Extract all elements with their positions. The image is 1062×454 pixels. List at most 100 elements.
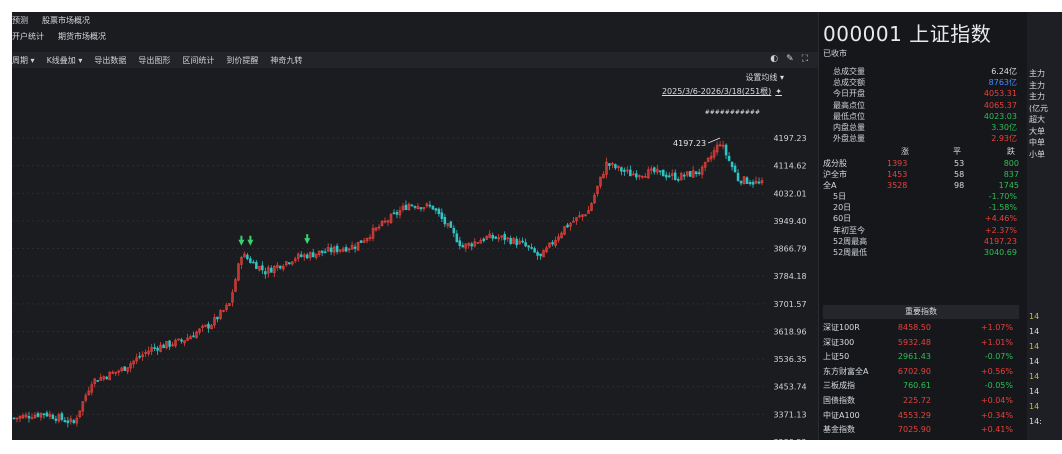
candle-body [78, 410, 82, 418]
trade-time: 14 [1029, 387, 1040, 396]
candle-body [252, 261, 255, 264]
index-row[interactable]: 深证100R 8458.50 +1.07% [823, 321, 1019, 334]
index-row[interactable]: 中证A100 4553.29 +0.34% [823, 409, 1019, 422]
y-axis-label: 4114.62 [773, 162, 806, 171]
trade-time: 14: [1029, 417, 1042, 426]
candle-body [168, 340, 171, 347]
index-row[interactable]: 基金指数 7025.90 +0.41% [823, 423, 1019, 436]
candle-body [431, 205, 435, 210]
high-marker-label: 4197.23 [673, 139, 706, 148]
candle-body [293, 258, 297, 262]
info-circle-icon[interactable]: ◐ [770, 54, 779, 64]
candle-body [464, 243, 468, 249]
candle-body [105, 376, 109, 379]
breadth-up: 1393 [887, 159, 908, 168]
candle-body [539, 253, 542, 257]
capital-flow-label: 大单 [1029, 126, 1045, 136]
candle-body [503, 234, 506, 241]
candle-body [443, 217, 447, 225]
index-row[interactable]: 东方财富全A 6702.90 +0.56% [823, 365, 1019, 378]
candle-body [36, 413, 40, 417]
candle-body [320, 250, 324, 253]
index-change: +1.07% [980, 323, 1013, 332]
candle-body [350, 245, 354, 250]
nav-futures-market-overview[interactable]: 期货市场概况 [58, 32, 106, 41]
candle-body [533, 248, 536, 253]
index-row[interactable]: 国债指数 225.72 +0.04% [823, 394, 1019, 407]
breadth-header: 涨平跌 [823, 146, 1019, 157]
candle-body [389, 214, 393, 223]
candle-body [45, 412, 49, 417]
candle-body [165, 341, 168, 349]
candle-body [479, 240, 483, 244]
stat-row-label: 今日开盘 [833, 89, 865, 99]
index-row[interactable]: 上证50 2961.43 -0.07% [823, 350, 1019, 363]
ma-setting-button[interactable]: 设置均线 ▾ [745, 73, 784, 82]
candle-body [602, 173, 605, 179]
candle-body [368, 237, 372, 239]
indices-header: 重要指数 [823, 305, 1019, 319]
date-range-label[interactable]: 2025/3/6-2026/3/18(251根) ✦ [662, 86, 782, 97]
capital-flow-label: 主力 [1029, 80, 1045, 90]
export-chart-button[interactable]: 导出图形 [138, 55, 171, 65]
return-row-label: 52周最低 [833, 248, 868, 257]
nav-account-stats[interactable]: 开户统计 [12, 32, 44, 41]
candle-body [386, 220, 390, 223]
kline-overlay-dropdown[interactable]: K线叠加 ▾ [46, 55, 83, 65]
candle-body [536, 252, 539, 256]
stat-row: 最低点位 4023.03 [833, 111, 1017, 122]
candle-body [476, 242, 480, 244]
candle-body [204, 324, 207, 327]
candle-body [174, 339, 177, 347]
pin-icon[interactable]: ✦ [775, 87, 782, 96]
candle-body [673, 172, 677, 180]
candle-body [425, 203, 429, 207]
candle-body [656, 168, 659, 173]
candle-body [129, 363, 132, 369]
range-stats-button[interactable]: 区间统计 [182, 55, 215, 65]
stat-row: 总成交额 8763亿 [833, 77, 1017, 88]
stat-row: 总成交量 6.24亿 [833, 66, 1017, 77]
index-price: 7025.90 [897, 425, 931, 435]
candle-body [608, 163, 611, 166]
y-axis-label: 3618.96 [773, 327, 806, 336]
candle-body [599, 176, 602, 187]
candle-body [706, 157, 710, 162]
magic-nine-button[interactable]: 神奇九转 [270, 55, 303, 65]
index-name: 深证300 [823, 337, 855, 347]
candle-body [440, 212, 444, 219]
trade-time: 14 [1029, 342, 1040, 351]
candle-body [60, 413, 64, 420]
nav-stock-market-overview[interactable]: 股票市场概况 [42, 16, 90, 25]
kline-svg[interactable]: 4197.23 4114.62 4032.01 3949.40 3866.79 3784.… [12, 68, 818, 440]
price-alert-button[interactable]: 到价提醒 [226, 55, 259, 65]
breadth-row: 沪全市 1453 58 837 [823, 169, 1019, 180]
candle-body [243, 253, 246, 258]
candle-body [93, 378, 97, 384]
market-status: 已收市 [823, 49, 847, 58]
candle-body [383, 220, 387, 223]
index-row[interactable]: 深证300 5932.48 +1.01% [823, 336, 1019, 349]
kline-chart[interactable]: 4197.23 4114.62 4032.01 3949.40 3866.79 3784.… [12, 68, 818, 440]
breadth-header-flat: 平 [953, 147, 961, 156]
candle-body [290, 261, 294, 265]
nav-forecast[interactable]: 预测 [12, 16, 28, 25]
capital-flow-label: 超大 [1029, 115, 1045, 124]
fullscreen-icon[interactable]: ⛶ [801, 54, 808, 64]
candle-body [679, 173, 683, 181]
index-row[interactable]: 三板成指 760.61 -0.05% [823, 379, 1019, 392]
candle-body [709, 155, 713, 160]
candle-body [694, 171, 698, 175]
return-row: 5日 -1.70% [833, 191, 1017, 202]
stat-row-value: 6.24亿 [991, 67, 1017, 76]
candle-body [661, 169, 665, 177]
export-data-button[interactable]: 导出数据 [94, 55, 127, 65]
return-row: 52周最低 3040.69 [833, 247, 1017, 258]
candle-body [374, 227, 378, 231]
index-name: 深证100R [823, 323, 860, 332]
brush-icon[interactable]: ✎ [786, 54, 794, 64]
candle-body [213, 317, 216, 326]
candle-body [736, 172, 740, 181]
period-dropdown[interactable]: 周期 ▾ [12, 55, 35, 65]
candle-body [482, 238, 486, 241]
